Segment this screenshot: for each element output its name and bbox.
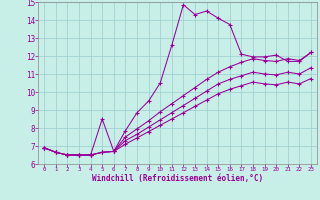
X-axis label: Windchill (Refroidissement éolien,°C): Windchill (Refroidissement éolien,°C) (92, 174, 263, 183)
